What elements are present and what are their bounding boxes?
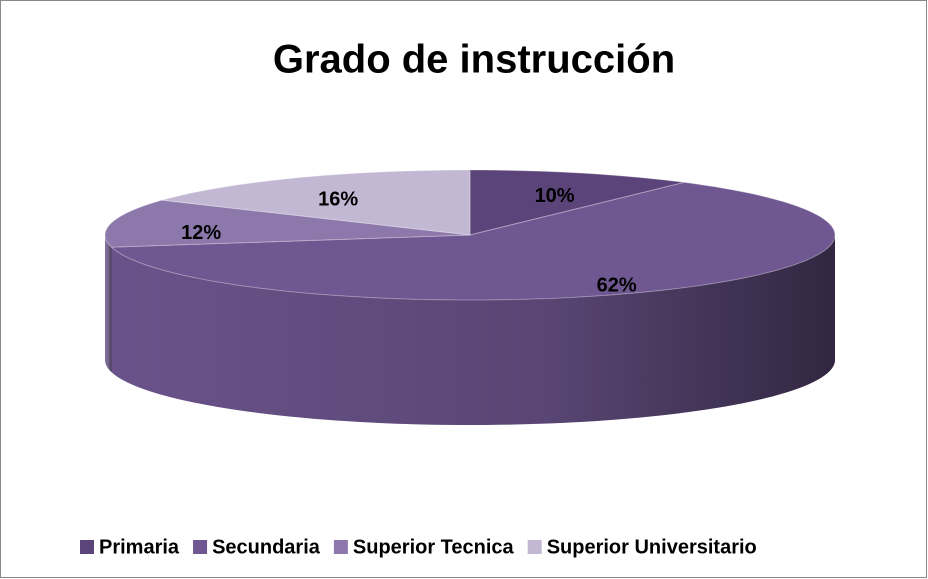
legend-label: Superior Universitario [547, 536, 757, 558]
legend-swatch [527, 540, 542, 554]
legend-swatch [193, 540, 208, 554]
slice [469, 169, 685, 236]
slice-side-shade [105, 235, 112, 373]
legend-label: Superior Tecnica [353, 536, 515, 558]
data-label: 16% [318, 189, 358, 211]
legend: Primaria Secundaria Superior Tecnica Superi… [80, 536, 757, 558]
data-label: 10% [535, 185, 575, 207]
pie: 10% 62% 12% 16% [104, 169, 836, 425]
data-label: 12% [181, 222, 221, 244]
slice-side-shade [111, 235, 836, 425]
legend-swatch [333, 540, 348, 554]
legend-label: Primaria [99, 536, 180, 558]
legend-swatch [80, 540, 94, 554]
data-label: 62% [597, 274, 637, 296]
slice [104, 199, 471, 248]
slice [110, 181, 836, 301]
legend-label: Secundaria [212, 536, 321, 558]
chart-title: Grado de instrucción [273, 38, 675, 82]
slice [161, 169, 471, 236]
